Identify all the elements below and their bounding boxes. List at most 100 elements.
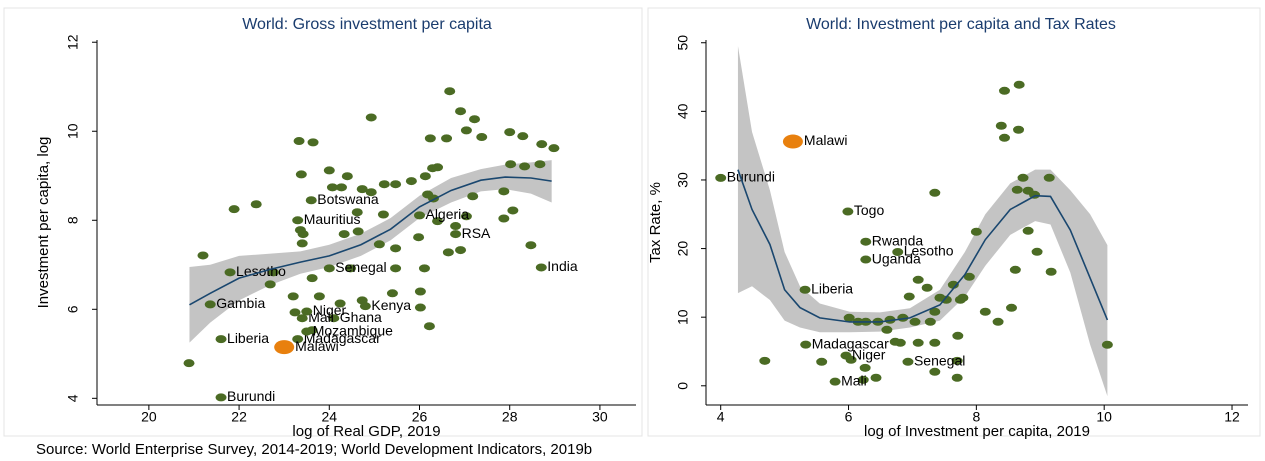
point: [444, 87, 456, 96]
confidence-band: [737, 46, 1108, 397]
point: [951, 373, 963, 382]
point-label: Senegal: [335, 259, 386, 275]
point: [842, 207, 854, 216]
point-label: Madagascar: [812, 335, 889, 351]
y-tick-label: 30: [675, 172, 691, 188]
point: [534, 160, 546, 169]
point: [441, 134, 453, 143]
y-tick-label: 50: [675, 35, 691, 51]
point: [476, 133, 488, 142]
x-tick-label: 8: [972, 409, 980, 425]
y-tick-label: 10: [675, 309, 691, 325]
point: [344, 264, 356, 273]
fit-line: [737, 169, 1109, 323]
point: [909, 317, 921, 326]
point: [359, 302, 371, 311]
point: [912, 338, 924, 347]
point: [525, 241, 537, 250]
point: [460, 212, 472, 221]
point: [341, 172, 353, 181]
point: [860, 237, 872, 246]
point: [450, 222, 462, 231]
point: [455, 246, 467, 255]
point-label: Malawi: [295, 338, 339, 354]
point: [921, 283, 933, 292]
point-label: Burundi: [227, 388, 275, 404]
point: [940, 295, 952, 304]
point-label: India: [547, 258, 578, 274]
point: [323, 264, 335, 273]
point: [450, 230, 462, 239]
point: [460, 126, 472, 135]
point: [498, 214, 510, 223]
point-label: Mali: [841, 372, 867, 388]
point: [228, 205, 240, 214]
point: [313, 292, 325, 301]
point: [1011, 185, 1023, 194]
point-label: Senegal: [914, 352, 965, 368]
x-tick-label: 30: [592, 409, 608, 425]
point: [1013, 80, 1025, 89]
point: [405, 177, 417, 186]
x-tick-label: 20: [141, 409, 157, 425]
x-tick-label: 22: [231, 409, 247, 425]
x-tick-label: 24: [321, 409, 337, 425]
point-label: Liberia: [811, 280, 853, 296]
point: [929, 338, 941, 347]
point: [843, 313, 855, 322]
chart-title: World: Investment per capita and Tax Rat…: [806, 16, 1116, 33]
point-label: Kenya: [371, 297, 411, 313]
point: [469, 115, 481, 124]
point: [892, 248, 904, 257]
point-label: Gambia: [216, 295, 265, 311]
point-label: Algeria: [425, 206, 469, 222]
point: [504, 128, 516, 137]
point: [378, 180, 390, 189]
y-axis-label: Tax Rate, %: [647, 182, 664, 263]
point-label: Madagascar: [304, 330, 381, 346]
point: [377, 210, 389, 219]
point: [881, 325, 893, 334]
x-tick-label: 4: [717, 409, 725, 425]
y-tick-label: 8: [65, 216, 81, 224]
y-tick-label: 6: [65, 305, 81, 313]
point: [351, 208, 363, 217]
point: [519, 162, 531, 171]
point: [829, 377, 841, 386]
point: [517, 132, 529, 141]
point-label: Ghana: [340, 309, 382, 325]
point: [215, 335, 227, 344]
point: [912, 275, 924, 284]
point: [424, 134, 436, 143]
point: [1043, 173, 1055, 182]
point: [328, 314, 340, 323]
point: [307, 138, 319, 147]
point: [419, 172, 431, 181]
point: [215, 393, 227, 402]
source-note: Source: World Enterprise Survey, 2014-20…: [36, 441, 592, 458]
y-axis-label: Investment per capita, log: [35, 137, 52, 309]
point: [998, 86, 1010, 95]
point: [250, 200, 262, 209]
panel-frame: [647, 7, 1261, 437]
point: [840, 351, 852, 360]
point: [455, 107, 467, 116]
point-label: Mauritius: [304, 211, 361, 227]
point: [423, 322, 435, 331]
point: [293, 137, 305, 146]
point: [859, 363, 871, 372]
x-tick-label: 28: [502, 409, 518, 425]
x-tick-label: 26: [412, 409, 428, 425]
point: [1006, 303, 1018, 312]
point: [264, 280, 276, 289]
y-tick-label: 12: [65, 34, 81, 50]
y-tick-label: 20: [675, 241, 691, 257]
point-label: Mali: [308, 309, 334, 325]
point: [992, 317, 1004, 326]
point: [1031, 247, 1043, 256]
confidence-band: [189, 160, 552, 343]
point-label: Niger: [313, 302, 347, 318]
point: [197, 251, 209, 260]
point: [715, 173, 727, 182]
